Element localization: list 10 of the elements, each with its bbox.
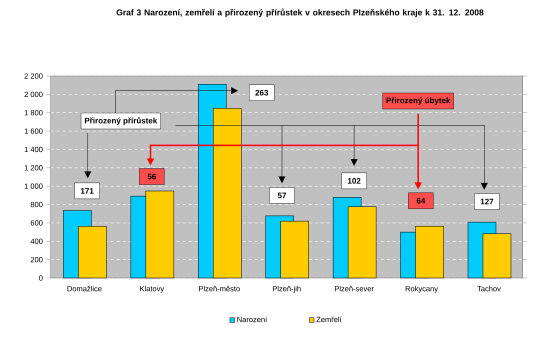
annotation: 263 — [255, 90, 268, 96]
annotation: 57 — [278, 192, 286, 198]
chart-title: Graf 3 Narození, zemřelí a přirozený přírůstek v okresech Plzeňského kraje k 31. 12. 2008 — [116, 8, 484, 18]
annotation: 102 — [348, 178, 360, 184]
annotation: Přirozený přírůstek — [84, 116, 158, 126]
annotation: Přirozený úbytek — [386, 97, 450, 105]
annotation: 127 — [480, 198, 494, 204]
annotation: 64 — [416, 198, 426, 204]
annotation: 56 — [148, 174, 156, 180]
annotation: 171 — [80, 188, 94, 194]
